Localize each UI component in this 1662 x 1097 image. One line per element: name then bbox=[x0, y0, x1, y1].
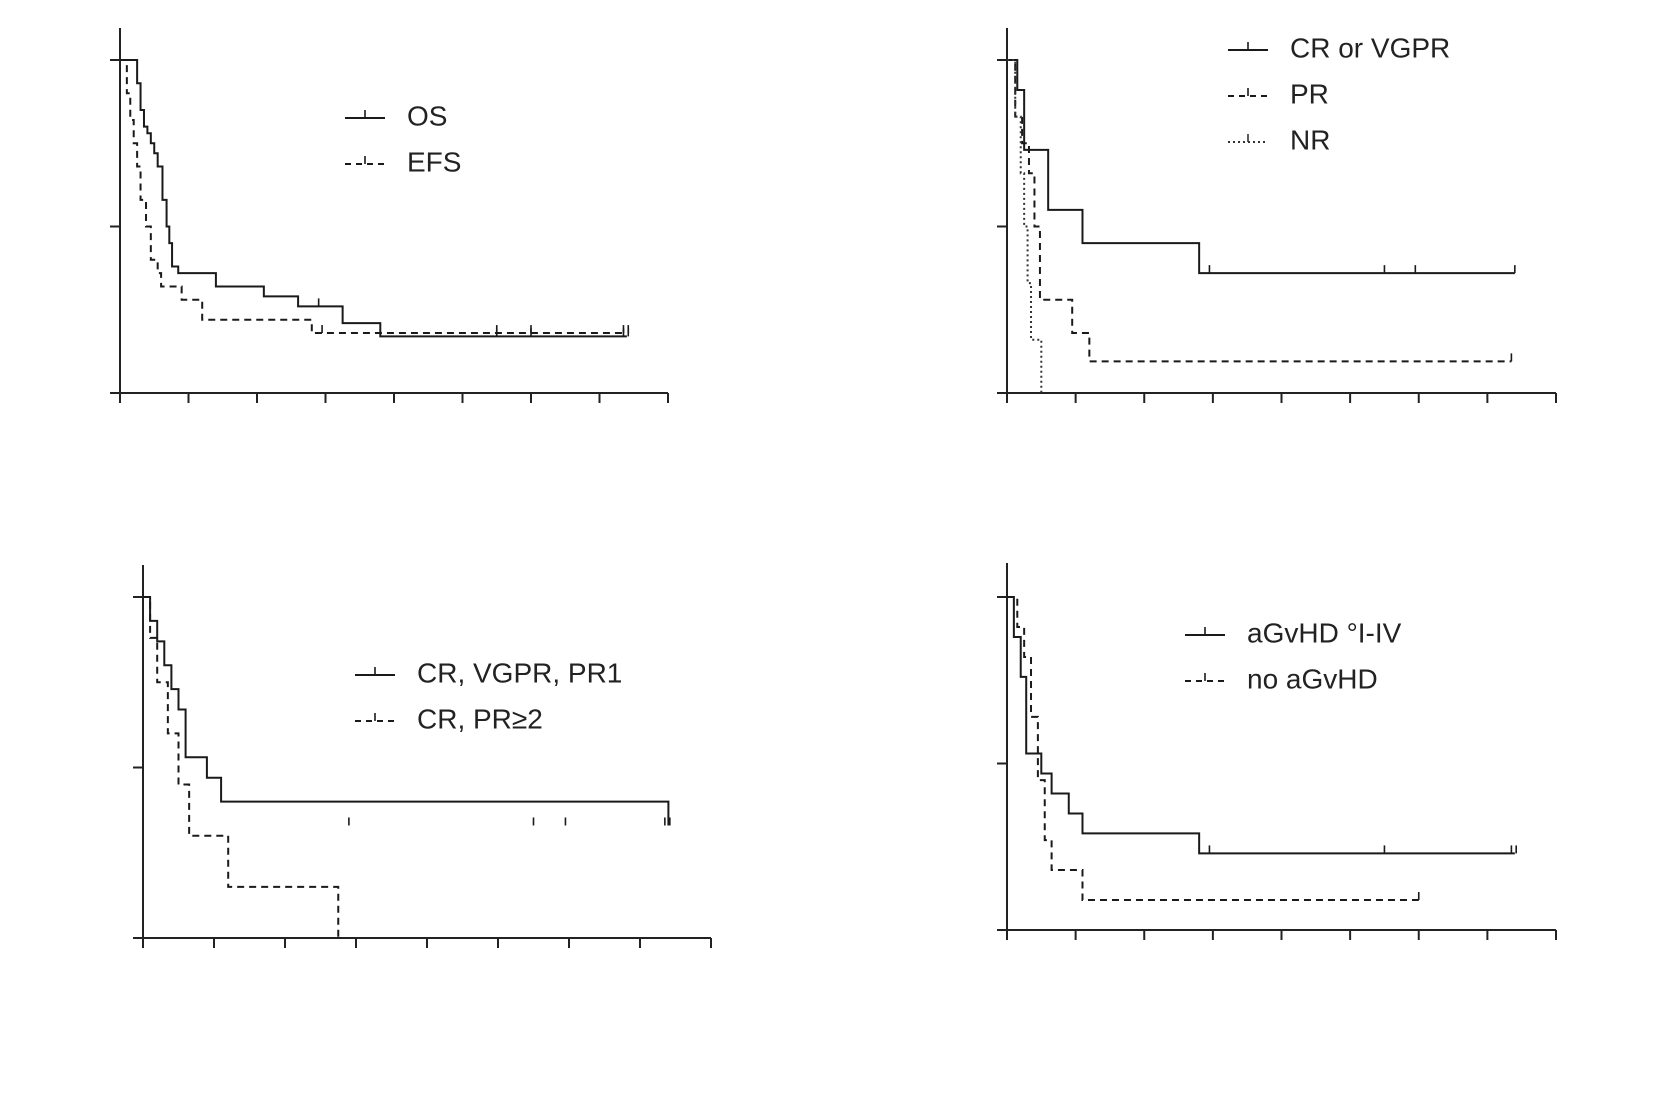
chart-panel-b: CR or VGPR PR NR bbox=[997, 28, 1557, 403]
chart-panel-c: CR, VGPR, PR1 CR, PR≥2 bbox=[133, 565, 712, 948]
series-line-agvhd-i-iv bbox=[1007, 596, 1515, 855]
legend-label: NR bbox=[1290, 124, 1330, 155]
chart-panel-d: aGvHD °I-IV no aGvHD bbox=[997, 563, 1557, 940]
series-line-efs bbox=[120, 59, 627, 335]
series-line-cr-pr-2 bbox=[143, 596, 340, 938]
legend-label: CR or VGPR bbox=[1290, 32, 1450, 63]
legend-label: PR bbox=[1290, 78, 1329, 109]
legend-label: aGvHD °I-IV bbox=[1247, 617, 1402, 648]
series-line-cr-vgpr-pr1 bbox=[143, 596, 670, 826]
legend-label: EFS bbox=[407, 146, 461, 177]
legend-label: OS bbox=[407, 100, 447, 131]
legend-label: CR, VGPR, PR1 bbox=[417, 657, 622, 688]
series-line-no-agvhd bbox=[1007, 596, 1419, 902]
legend-label: CR, PR≥2 bbox=[417, 703, 543, 734]
series-line-cr-or-vgpr bbox=[1007, 59, 1515, 275]
chart-panel-a: OS EFS bbox=[110, 28, 669, 403]
legend-label: no aGvHD bbox=[1247, 663, 1378, 694]
series-line-os bbox=[120, 59, 627, 338]
